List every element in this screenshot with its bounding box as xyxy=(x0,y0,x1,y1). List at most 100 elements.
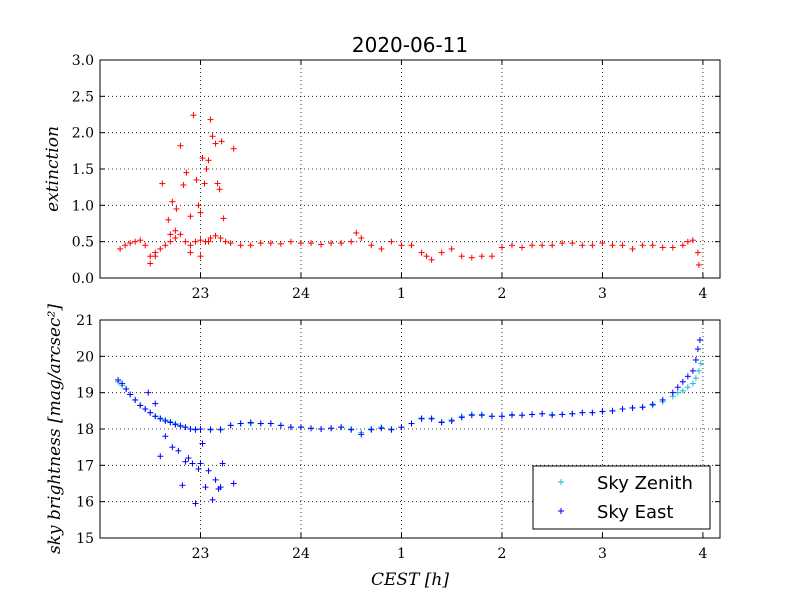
sky-east-point xyxy=(338,424,345,431)
sky-east-point xyxy=(599,408,606,415)
sky-east-point xyxy=(649,401,656,408)
top-series-point xyxy=(142,242,149,249)
top-series-point xyxy=(157,245,164,252)
sky-east-point xyxy=(328,425,335,432)
top-series-point xyxy=(478,253,485,260)
top-series-point xyxy=(423,253,430,260)
top-series-point xyxy=(549,242,556,249)
top-series-point xyxy=(398,242,405,249)
sky-east-point xyxy=(119,380,126,387)
top-series-point xyxy=(205,238,212,245)
sky-east-point xyxy=(179,482,186,489)
sky-east-point xyxy=(267,420,274,427)
sky-east-point xyxy=(696,336,703,343)
top-series-point xyxy=(569,240,576,247)
top-series-point xyxy=(609,242,616,249)
bottom-x-tick-label: 1 xyxy=(397,546,406,562)
sky-east-point xyxy=(529,411,536,418)
top-series-point xyxy=(177,142,184,149)
top-y-tick-label: 1.5 xyxy=(72,162,94,178)
sky-east-point xyxy=(142,406,149,413)
top-series-point xyxy=(197,237,204,244)
sky-east-point xyxy=(692,356,699,363)
top-series-point xyxy=(368,242,375,249)
sky-east-point xyxy=(115,376,122,383)
top-y-label: extinction xyxy=(43,126,63,212)
top-y-ticks: 0.0 0.5 1.0 1.5 2.0 2.5 3.0 xyxy=(72,53,720,287)
sky-east-point xyxy=(152,413,159,420)
top-series-point xyxy=(318,241,325,248)
top-series-point xyxy=(190,112,197,119)
top-series-point xyxy=(659,244,666,251)
top-series-point xyxy=(180,181,187,188)
legend-label: Sky East xyxy=(597,502,673,523)
sky-east-point xyxy=(488,413,495,420)
sky-east-point xyxy=(418,415,425,422)
top-series-point xyxy=(137,237,144,244)
top-series-point xyxy=(684,238,691,245)
sky-east-point xyxy=(398,424,405,431)
sky-east-point xyxy=(694,346,701,353)
top-series-point xyxy=(218,138,225,145)
sky-zenith-point xyxy=(684,384,691,391)
top-x-tick-label: 2 xyxy=(497,286,506,302)
top-series-point xyxy=(173,205,180,212)
sky-east-point xyxy=(549,412,556,419)
sky-east-point xyxy=(297,424,304,431)
sky-east-point xyxy=(162,433,169,440)
sky-east-point xyxy=(182,458,189,465)
top-y-tick-label: 2.0 xyxy=(72,126,94,142)
sky-east-point xyxy=(629,404,636,411)
top-series-point xyxy=(169,198,176,205)
top-series-point xyxy=(165,216,172,223)
top-x-tick-label: 3 xyxy=(598,286,607,302)
top-series-point xyxy=(358,235,365,242)
top-series-point xyxy=(297,240,304,247)
sky-east-point xyxy=(199,440,206,447)
top-series-point xyxy=(559,240,566,247)
top-series-point xyxy=(195,202,202,209)
sky-east-point xyxy=(669,389,676,396)
top-series-point xyxy=(428,256,435,263)
top-series-point xyxy=(468,254,475,261)
bottom-y-tick-label: 15 xyxy=(76,531,94,547)
top-series-point xyxy=(205,157,212,164)
top-series-point xyxy=(220,215,227,222)
top-series-point xyxy=(308,240,315,247)
top-series-point xyxy=(488,253,495,260)
top-series-point xyxy=(216,186,223,193)
top-series-point xyxy=(187,213,194,220)
top-series-point xyxy=(122,242,129,249)
sky-east-point xyxy=(172,421,179,428)
top-y-tick-label: 2.5 xyxy=(72,89,94,105)
top-series-point xyxy=(117,245,124,252)
bottom-y-tick-label: 17 xyxy=(76,458,94,474)
sky-east-point xyxy=(195,465,202,472)
top-series-point xyxy=(209,133,216,140)
sky-east-point xyxy=(348,426,355,433)
top-series-point xyxy=(201,180,208,187)
top-series-point xyxy=(172,227,179,234)
sky-east-point xyxy=(318,426,325,432)
top-series-point xyxy=(152,253,159,260)
sky-east-point xyxy=(189,460,196,467)
sky-east-point xyxy=(378,425,385,432)
top-series-point xyxy=(207,235,214,242)
sky-east-point xyxy=(157,415,164,422)
sky-east-point xyxy=(209,496,216,503)
top-series-point xyxy=(694,249,701,256)
sky-east-point xyxy=(192,500,199,507)
legend-marker xyxy=(558,479,564,485)
top-series-point xyxy=(348,238,355,245)
legend-label: Sky Zenith xyxy=(597,473,693,494)
bottom-x-tick-label: 4 xyxy=(698,546,707,562)
sky-east-point xyxy=(192,426,199,433)
top-series-point xyxy=(649,242,656,249)
top-series-point xyxy=(619,242,626,249)
sky-east-point xyxy=(559,411,566,418)
sky-east-point xyxy=(579,409,586,416)
sky-east-point xyxy=(212,476,219,483)
bottom-y-tick-label: 16 xyxy=(76,495,94,511)
top-x-tick-label: 1 xyxy=(397,286,406,302)
